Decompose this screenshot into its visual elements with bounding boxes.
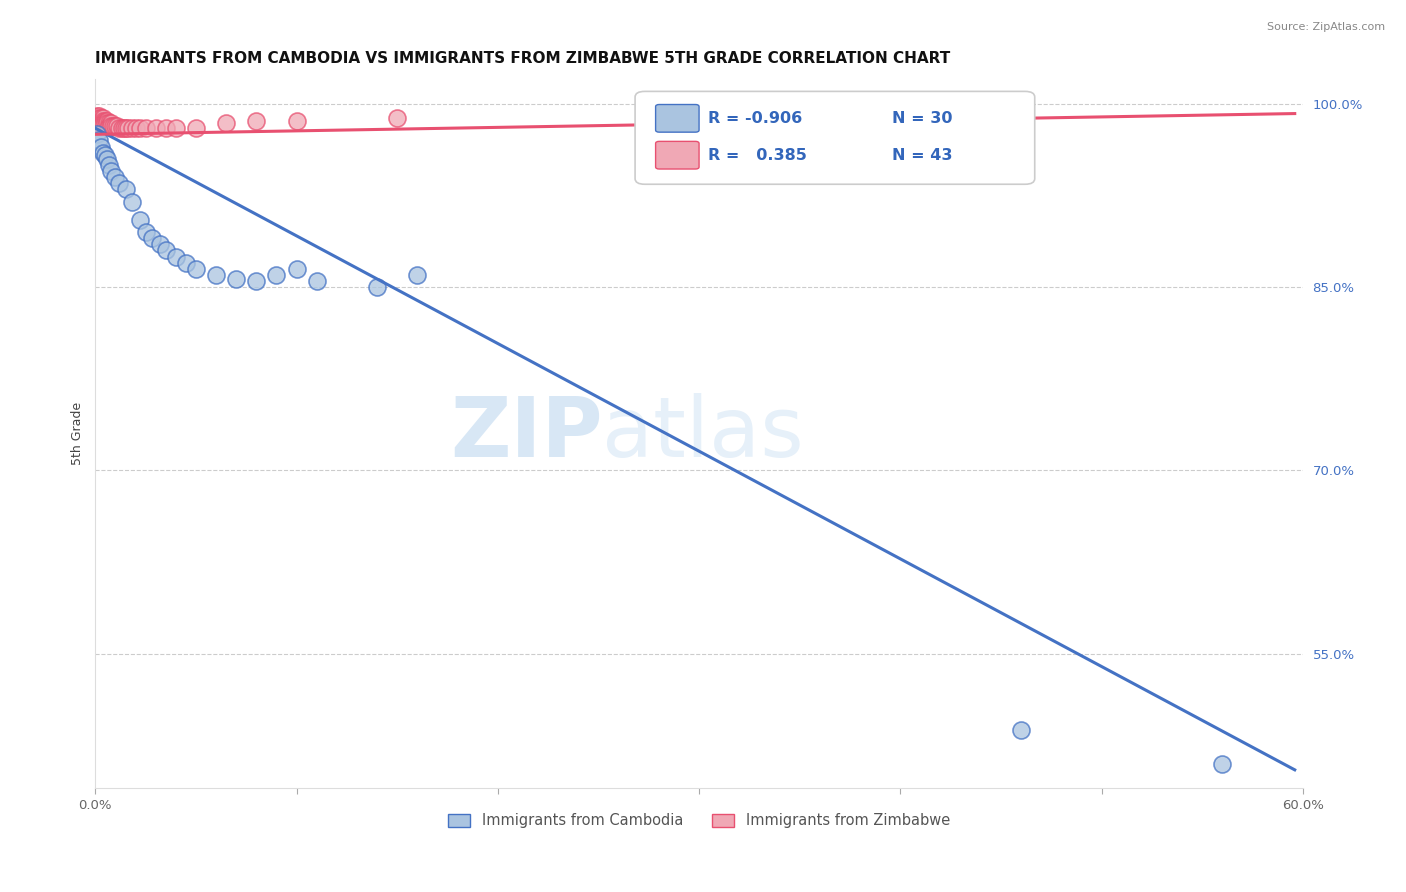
Point (100, 116, 122, 130)
Point (90, 139, 112, 153)
Y-axis label: 5th Grade: 5th Grade (72, 402, 84, 466)
Point (225, 271, 247, 285)
Point (89, 109, 111, 123)
Point (100, 164, 122, 178)
Point (90, 116, 112, 130)
Point (98, 116, 121, 130)
Point (155, 244, 177, 258)
Point (145, 121, 167, 136)
Text: R =   0.385: R = 0.385 (707, 148, 807, 162)
Text: Source: ZipAtlas.com: Source: ZipAtlas.com (1267, 22, 1385, 32)
Text: IMMIGRANTS FROM CAMBODIA VS IMMIGRANTS FROM ZIMBABWE 5TH GRADE CORRELATION CHART: IMMIGRANTS FROM CAMBODIA VS IMMIGRANTS F… (96, 51, 950, 66)
Text: ZIP: ZIP (450, 393, 603, 475)
Point (108, 121, 131, 136)
Point (117, 121, 139, 136)
Point (174, 255, 197, 269)
Point (1010, 723, 1032, 737)
Point (688, 103, 710, 117)
Point (98, 158, 121, 172)
Point (93, 116, 115, 130)
Point (387, 112, 409, 126)
Point (406, 268, 429, 282)
Text: R = -0.906: R = -0.906 (707, 111, 801, 126)
Point (128, 213, 150, 227)
Text: N = 30: N = 30 (893, 111, 953, 126)
Point (165, 121, 187, 136)
Point (89, 133, 111, 147)
Point (96, 116, 118, 130)
Point (135, 121, 157, 136)
Point (155, 121, 177, 136)
Point (184, 121, 207, 136)
Point (90, 112, 112, 126)
Point (114, 121, 136, 136)
Point (124, 121, 146, 136)
Point (165, 250, 187, 264)
Point (121, 194, 143, 209)
Point (103, 119, 125, 133)
Point (104, 119, 127, 133)
Point (110, 121, 132, 136)
Point (114, 182, 136, 196)
Point (112, 121, 135, 136)
Point (86, 112, 108, 126)
Point (89, 116, 111, 130)
Point (135, 225, 157, 239)
Point (108, 176, 131, 190)
FancyBboxPatch shape (636, 91, 1035, 185)
Point (86, 128, 108, 142)
Point (107, 119, 129, 133)
Text: atlas: atlas (603, 393, 804, 475)
FancyBboxPatch shape (655, 141, 699, 169)
Point (366, 280, 388, 294)
Point (100, 119, 122, 133)
Point (94, 114, 117, 128)
Point (89, 114, 111, 128)
FancyBboxPatch shape (655, 104, 699, 132)
Text: N = 43: N = 43 (893, 148, 953, 162)
Legend: Immigrants from Cambodia, Immigrants from Zimbabwe: Immigrants from Cambodia, Immigrants fro… (443, 807, 956, 834)
Point (96, 114, 118, 128)
Point (86, 114, 108, 128)
Point (245, 114, 267, 128)
Point (285, 261, 308, 276)
Point (285, 114, 308, 128)
Point (245, 274, 267, 288)
Point (141, 231, 163, 245)
Point (89, 112, 111, 126)
Point (94, 148, 117, 162)
Point (86, 116, 108, 130)
Point (205, 268, 228, 282)
Point (104, 170, 127, 185)
Point (149, 237, 172, 252)
Point (90, 114, 112, 128)
Point (93, 114, 115, 128)
Point (184, 261, 207, 276)
Point (98, 119, 121, 133)
Point (93, 145, 115, 160)
Point (128, 121, 150, 136)
Point (121, 121, 143, 136)
Point (266, 268, 288, 282)
Point (215, 116, 238, 130)
Point (93, 112, 115, 126)
Point (86, 109, 108, 123)
Point (94, 116, 117, 130)
Point (1211, 756, 1233, 771)
Point (96, 152, 118, 166)
Point (305, 274, 328, 288)
